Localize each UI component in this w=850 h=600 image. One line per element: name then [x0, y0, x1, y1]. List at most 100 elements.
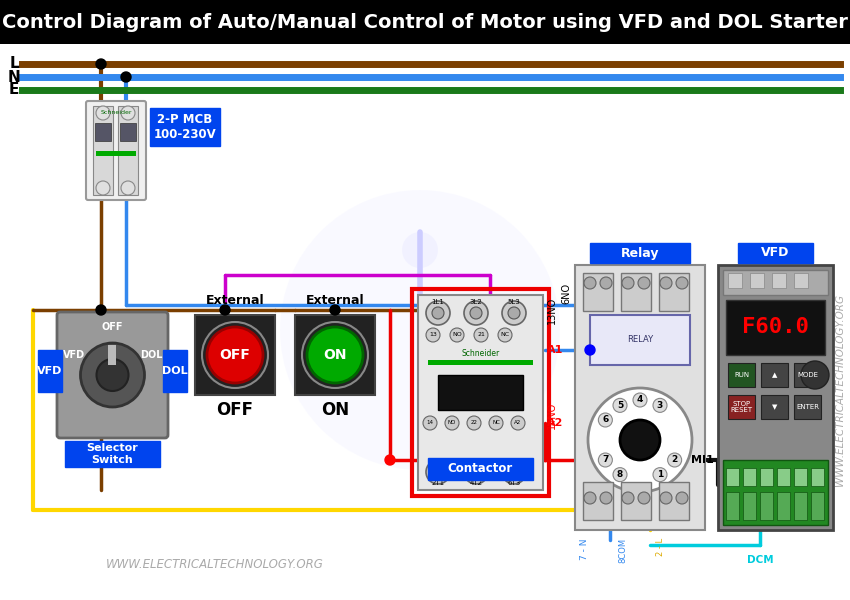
Circle shape [96, 59, 106, 69]
Bar [777, 492, 790, 520]
Text: 7: 7 [602, 455, 609, 464]
Text: 6: 6 [603, 415, 609, 425]
Bar [811, 492, 824, 520]
Bar [738, 243, 813, 263]
Circle shape [385, 455, 395, 465]
Bar [794, 395, 821, 419]
Bar [723, 270, 828, 295]
Text: VFD: VFD [63, 350, 85, 360]
Bar [761, 395, 788, 419]
Circle shape [96, 181, 110, 195]
Text: E: E [8, 82, 20, 97]
Text: 13NO: 13NO [547, 296, 557, 323]
Text: MI1: MI1 [691, 455, 714, 465]
Circle shape [207, 327, 263, 383]
Text: OFF: OFF [219, 348, 251, 362]
Text: RUN: RUN [734, 372, 749, 378]
Text: OFF: OFF [217, 401, 253, 419]
Circle shape [121, 106, 135, 120]
Circle shape [464, 301, 488, 325]
Bar [794, 492, 807, 520]
Circle shape [588, 388, 692, 492]
Bar [659, 273, 689, 311]
Circle shape [470, 466, 482, 478]
Circle shape [598, 453, 612, 467]
Circle shape [121, 181, 135, 195]
Bar [38, 350, 62, 392]
Text: F60.0: F60.0 [742, 317, 809, 337]
Circle shape [474, 328, 488, 342]
Bar [760, 492, 773, 520]
Bar [794, 363, 821, 387]
Bar [760, 468, 773, 486]
Text: DOL: DOL [162, 366, 188, 376]
Circle shape [508, 307, 520, 319]
Text: 4T2: 4T2 [469, 480, 483, 486]
Circle shape [622, 277, 634, 289]
Text: ON: ON [323, 348, 347, 362]
Text: 14: 14 [427, 421, 434, 425]
Text: L: L [9, 56, 19, 71]
Text: External: External [206, 293, 264, 307]
Bar [726, 300, 825, 355]
Text: Control Diagram of Auto/Manual Control of Motor using VFD and DOL Starter: Control Diagram of Auto/Manual Control o… [2, 13, 848, 31]
Text: 2: 2 [672, 455, 677, 464]
Text: 8: 8 [617, 470, 623, 479]
Bar [726, 492, 739, 520]
Text: NC: NC [501, 332, 509, 337]
Text: OFF: OFF [102, 322, 123, 332]
Text: RELAY: RELAY [627, 335, 653, 344]
Circle shape [600, 277, 612, 289]
Circle shape [613, 467, 627, 482]
Bar [195, 315, 275, 395]
Circle shape [470, 307, 482, 319]
Text: 7 - N: 7 - N [581, 538, 590, 559]
FancyBboxPatch shape [57, 312, 168, 438]
Text: NO: NO [452, 332, 462, 337]
Circle shape [426, 460, 450, 484]
Text: Contactor: Contactor [448, 463, 513, 475]
Bar [621, 482, 651, 520]
Text: 1L1: 1L1 [432, 299, 445, 305]
Circle shape [660, 492, 672, 504]
Circle shape [432, 466, 444, 478]
Circle shape [96, 106, 110, 120]
Text: 5: 5 [617, 401, 623, 410]
Text: 22: 22 [471, 421, 478, 425]
Text: External: External [306, 293, 365, 307]
Circle shape [667, 453, 682, 467]
Text: 6T3: 6T3 [507, 480, 520, 486]
Circle shape [584, 492, 596, 504]
Circle shape [676, 492, 688, 504]
Circle shape [613, 398, 627, 412]
Bar [150, 108, 220, 146]
Circle shape [445, 416, 459, 430]
Bar [659, 482, 689, 520]
Circle shape [307, 327, 363, 383]
Bar [118, 106, 138, 195]
Circle shape [121, 72, 131, 82]
Circle shape [801, 361, 829, 389]
Text: VFD: VFD [37, 366, 63, 376]
Text: STOP
RESET: STOP RESET [730, 401, 752, 413]
Circle shape [464, 460, 488, 484]
Text: 2T1: 2T1 [432, 480, 445, 486]
Text: WWW.ELECTRICALTECHNOLOGY.ORG: WWW.ELECTRICALTECHNOLOGY.ORG [106, 559, 324, 571]
Text: 21: 21 [477, 332, 485, 337]
Text: MODE: MODE [797, 372, 818, 378]
Circle shape [638, 492, 650, 504]
Bar [295, 315, 375, 395]
Bar [743, 492, 756, 520]
Bar [728, 363, 755, 387]
Text: NC: NC [492, 421, 500, 425]
Circle shape [511, 416, 525, 430]
Bar [428, 360, 533, 365]
Circle shape [502, 460, 526, 484]
Text: ▼: ▼ [772, 404, 777, 410]
Text: 3: 3 [657, 401, 663, 410]
Circle shape [638, 277, 650, 289]
Circle shape [467, 416, 481, 430]
Text: A2: A2 [547, 418, 564, 428]
Circle shape [508, 466, 520, 478]
Bar [728, 273, 742, 288]
